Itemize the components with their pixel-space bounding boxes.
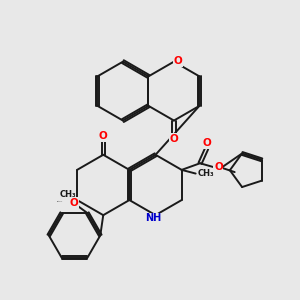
Text: CH₃: CH₃ [60,190,76,199]
Text: NH: NH [146,213,162,223]
Text: O: O [173,56,182,66]
Text: O: O [214,162,223,172]
Text: O: O [99,131,108,141]
Text: O: O [202,138,211,148]
Text: O: O [169,134,178,144]
Text: methoxy: methoxy [57,201,64,202]
Text: CH₃: CH₃ [197,169,214,178]
Text: O: O [69,198,78,208]
